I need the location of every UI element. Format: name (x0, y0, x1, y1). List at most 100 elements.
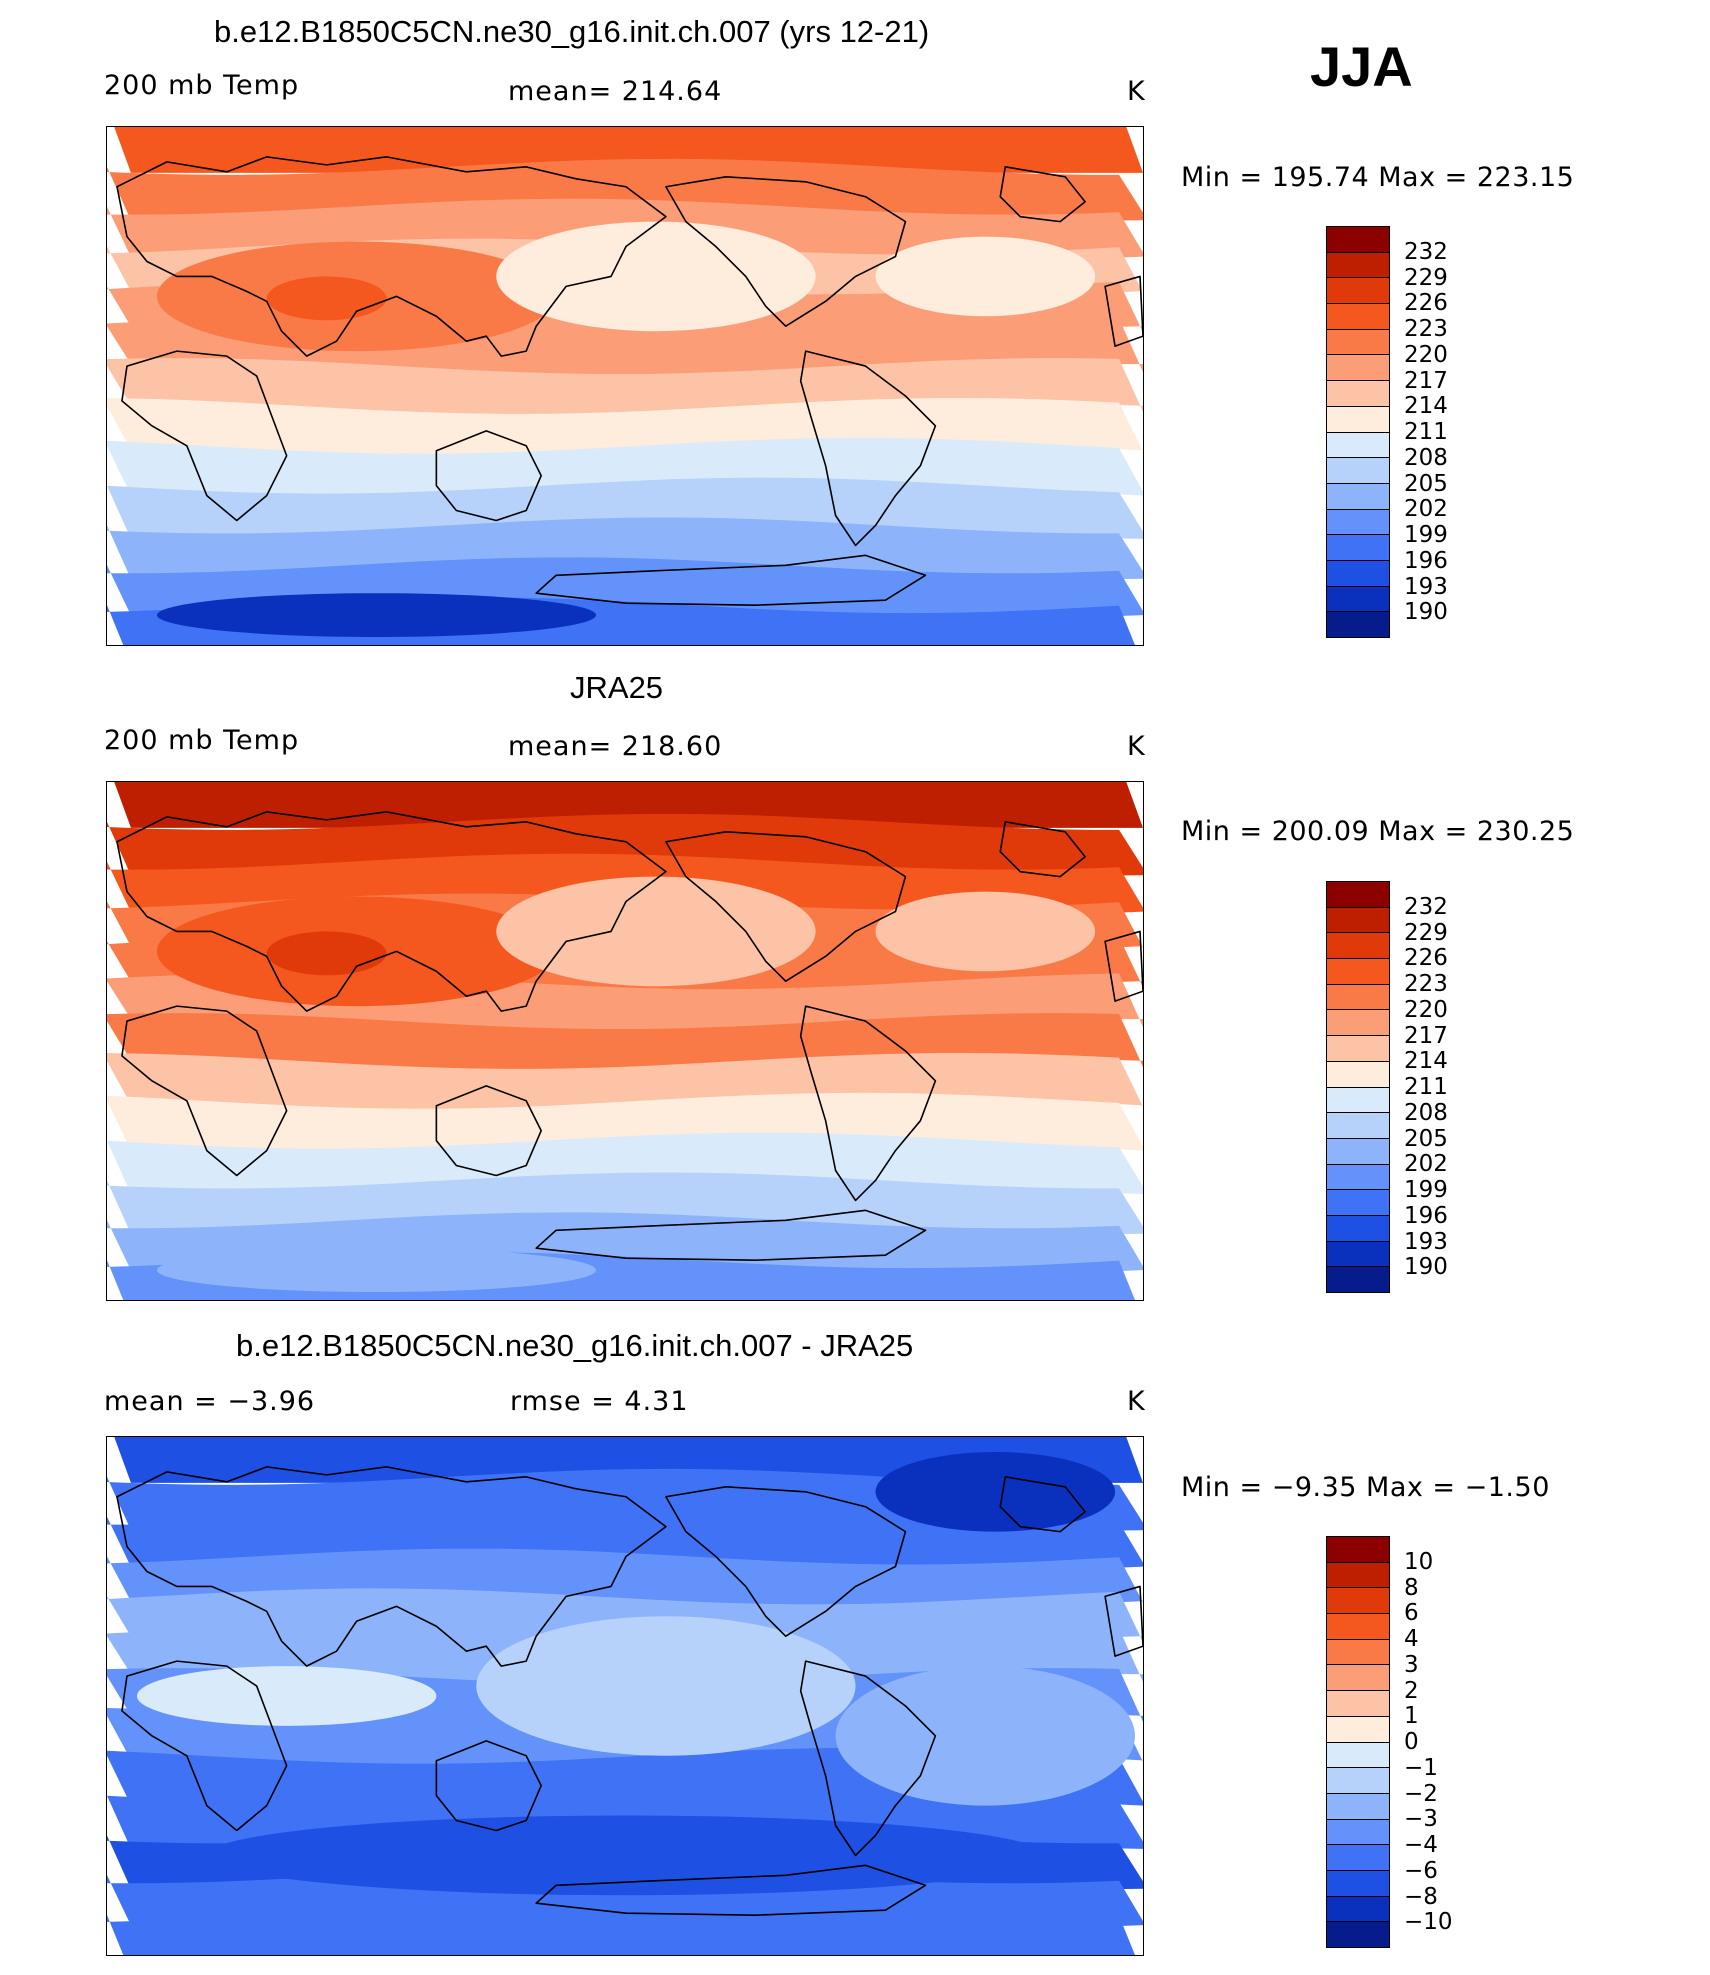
panel2-units: K (1127, 731, 1146, 762)
coastline (435, 430, 542, 522)
colorbar-tick-label: 6 (1404, 1600, 1419, 1627)
contour-blob (496, 221, 816, 332)
colorbar-swatch (1327, 559, 1389, 586)
colorbar-swatch (1327, 405, 1389, 432)
contour-blob (496, 876, 816, 987)
colorbar-swatch (1327, 508, 1389, 535)
contour-band (107, 517, 1143, 580)
colorbar-swatch (1327, 1035, 1389, 1061)
colorbar-swatch (1327, 906, 1389, 933)
panel3-title: b.e12.B1850C5CN.ne30_g16.init.ch.007 - J… (236, 1328, 914, 1363)
colorbar-tick-label: 232 (1404, 893, 1448, 920)
colorbar-tick-label: −1 (1404, 1754, 1438, 1781)
contour-band (114, 127, 1143, 173)
colorbar-swatch (1327, 932, 1389, 959)
colorbar-swatch (1327, 1214, 1389, 1241)
colorbar-swatch (1327, 1844, 1389, 1870)
colorbar-swatch (1327, 958, 1389, 984)
coastline (121, 1660, 288, 1832)
colorbar-swatch (1327, 1561, 1389, 1588)
colorbar-tick-label: 199 (1404, 1177, 1448, 1203)
colorbar-tick-label: 3 (1404, 1651, 1419, 1678)
coastline (799, 350, 937, 547)
colorbar-swatch (1327, 1690, 1389, 1716)
colorbar-swatch (1327, 380, 1389, 406)
panel1-units: K (1127, 76, 1146, 107)
colorbar-tick-label: 217 (1404, 1022, 1448, 1049)
panel1-map (106, 126, 1144, 646)
colorbar-tick-label: 214 (1404, 393, 1448, 420)
colorbar-tick-label: 217 (1404, 367, 1448, 394)
colorbar-tick-label: 214 (1404, 1048, 1448, 1075)
colorbar-swatch (1327, 1086, 1389, 1113)
coastline (121, 350, 288, 522)
colorbar-tick-label: 208 (1404, 444, 1448, 471)
contour-blob (136, 1666, 437, 1726)
panel3-rmse-label: rmse = 4.31 (510, 1386, 689, 1417)
colorbar-swatch (1327, 1869, 1389, 1896)
colorbar-tick-label: −4 (1404, 1832, 1438, 1858)
panel2-map (106, 781, 1144, 1301)
colorbar-swatch (1327, 227, 1389, 252)
panel1-left-label: 200 mb Temp (104, 70, 300, 101)
panel1-minmax: Min = 195.74 Max = 223.15 (1181, 162, 1575, 193)
colorbar-tick-label: 8 (1404, 1574, 1419, 1601)
colorbar-tick-label: −8 (1404, 1883, 1438, 1910)
coastline (999, 821, 1086, 878)
contour-blob (156, 1248, 597, 1293)
colorbar-swatch (1327, 1664, 1389, 1691)
contour-blob (266, 931, 387, 976)
contour-band (107, 1052, 1143, 1115)
colorbar-swatch (1327, 1163, 1389, 1190)
colorbar-swatch (1327, 1741, 1389, 1768)
colorbar-swatch (1327, 585, 1389, 612)
colorbar-tick-label: 196 (1404, 1202, 1448, 1229)
coastline (665, 176, 907, 328)
colorbar-swatch (1327, 1009, 1389, 1036)
colorbar-swatch (1327, 1767, 1389, 1793)
colorbar-tick-label: 2 (1404, 1677, 1419, 1704)
coastline (665, 1486, 907, 1638)
coastline (121, 1005, 288, 1177)
contour-band (107, 158, 1143, 221)
panel3-mean-label: mean = −3.96 (104, 1386, 316, 1417)
colorbar-swatch (1327, 1189, 1389, 1215)
colorbar-tick-label: −6 (1404, 1857, 1438, 1884)
colorbar-tick-label: 211 (1404, 419, 1448, 445)
colorbar-tick-label: 223 (1404, 316, 1448, 342)
colorbar-swatch (1327, 251, 1389, 278)
coastline (116, 1466, 667, 1667)
coastline (1104, 1585, 1143, 1657)
colorbar-swatch (1327, 354, 1389, 381)
coastline (535, 1864, 927, 1916)
coastline (999, 166, 1086, 223)
panel2-title: JRA25 (570, 670, 664, 705)
colorbar-swatch (1327, 1060, 1389, 1087)
colorbar-swatch (1327, 611, 1389, 637)
panel2-colorbar (1326, 881, 1390, 1293)
colorbar-swatch (1327, 1537, 1389, 1562)
panel3-minmax: Min = −9.35 Max = −1.50 (1181, 1472, 1550, 1503)
colorbar-tick-label: 229 (1404, 919, 1448, 946)
colorbar-swatch (1327, 303, 1389, 329)
colorbar-tick-label: 199 (1404, 522, 1448, 548)
contour-band (107, 813, 1143, 876)
colorbar-swatch (1327, 1112, 1389, 1138)
contour-blob (835, 1666, 1136, 1806)
colorbar-swatch (1327, 1818, 1389, 1845)
colorbar-swatch (1327, 431, 1389, 458)
colorbar-tick-label: 208 (1404, 1099, 1448, 1126)
panel2-left-label: 200 mb Temp (104, 725, 300, 756)
colorbar-tick-label: 220 (1404, 996, 1448, 1023)
panel1-colorbar (1326, 226, 1390, 638)
coastline (535, 1209, 927, 1261)
colorbar-tick-label: 211 (1404, 1074, 1448, 1100)
colorbar-tick-label: 226 (1404, 290, 1448, 317)
contour-blob (875, 891, 1096, 972)
coastline (799, 1660, 937, 1857)
contour-blob (476, 1616, 856, 1756)
colorbar-tick-label: 226 (1404, 945, 1448, 972)
colorbar-swatch (1327, 1895, 1389, 1922)
colorbar-tick-label: 0 (1404, 1729, 1419, 1755)
contour-band (107, 1132, 1143, 1195)
